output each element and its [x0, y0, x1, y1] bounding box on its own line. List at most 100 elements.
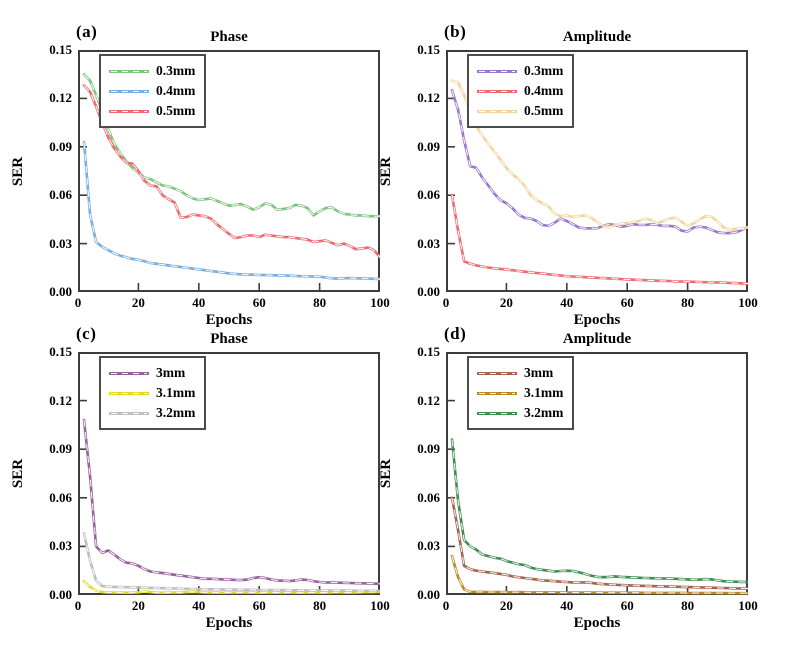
- legend-entry: 0.4mm: [109, 81, 195, 101]
- x-tick-label: 0: [442, 598, 450, 613]
- legend: 0.3mm 0.4mm 0.5mm: [467, 54, 575, 128]
- plot-area: [446, 352, 748, 595]
- y-tick-label: 0.09: [49, 138, 72, 154]
- legend-line-sample: [109, 89, 149, 93]
- x-tick-label: 60: [252, 598, 266, 613]
- y-tick-label: 0.06: [49, 187, 72, 203]
- y-axis-label: SER: [10, 156, 27, 186]
- y-tick-label: 0.12: [417, 90, 440, 106]
- x-tick-label: 100: [738, 295, 758, 310]
- legend-line-sample: [477, 391, 517, 395]
- y-tick-label: 0.09: [49, 441, 72, 457]
- y-tick-label: 0.06: [417, 489, 440, 505]
- legend-entry: 3mm: [109, 363, 195, 383]
- y-tick-label: 0.00: [49, 587, 72, 602]
- legend-label: 3.2mm: [524, 405, 564, 421]
- panel-a: (a) Phase SER 0 20 40 60 80 100 0.00 0.03 0.06 0…: [11, 22, 390, 328]
- legend-line-sample: [109, 109, 149, 113]
- legend-line-sample: [477, 109, 517, 113]
- x-tick-label: 40: [560, 598, 574, 613]
- y-tick-label: 0.15: [417, 344, 440, 359]
- legend-label: 3.1mm: [524, 385, 564, 401]
- x-axis-label: Epochs: [573, 312, 621, 328]
- x-axis-label: Epochs: [205, 615, 253, 631]
- legend-line-sample: [477, 371, 517, 375]
- y-axis-label: SER: [378, 156, 395, 186]
- legend-label: 0.4mm: [524, 83, 564, 99]
- legend-entry: 3.1mm: [109, 383, 195, 403]
- y-tick-label: 0.15: [417, 42, 440, 57]
- x-tick-label: 80: [313, 598, 327, 613]
- panel-tag: (b): [444, 22, 467, 41]
- legend: 3mm 3.1mm 3.2mm: [467, 356, 575, 430]
- legend-entry: 3mm: [477, 363, 563, 383]
- legend-line-sample: [477, 411, 517, 415]
- x-tick-label: 40: [192, 295, 206, 310]
- legend-entry: 0.5mm: [477, 101, 563, 121]
- legend-label: 0.5mm: [524, 103, 564, 119]
- panel-tag: (a): [76, 22, 98, 41]
- y-tick-label: 0.06: [49, 489, 72, 505]
- plot-area: [446, 50, 748, 292]
- x-tick-label: 100: [370, 295, 390, 310]
- y-tick-label: 0.06: [417, 187, 440, 203]
- y-tick-label: 0.15: [49, 42, 72, 57]
- x-tick-label: 40: [192, 598, 206, 613]
- legend-line-sample: [109, 391, 149, 395]
- legend-line-sample: [477, 69, 517, 73]
- panel-c: (c) Phase SER 0 20 40 60 80 100 0.00 0.03 0.06 0…: [11, 324, 390, 631]
- x-tick-label: 80: [313, 295, 327, 310]
- y-tick-label: 0.03: [49, 235, 72, 251]
- panel-title: Amplitude: [562, 29, 632, 45]
- plot-area: [78, 50, 380, 292]
- x-tick-label: 100: [738, 598, 758, 613]
- panel-title: Amplitude: [562, 331, 632, 347]
- legend-entry: 3.2mm: [109, 403, 195, 423]
- y-tick-label: 0.15: [49, 344, 72, 359]
- x-tick-label: 60: [620, 598, 634, 613]
- panel-title: Phase: [210, 331, 248, 347]
- legend-entry: 0.3mm: [109, 61, 195, 81]
- x-tick-label: 20: [131, 598, 145, 613]
- legend-entry: 3.1mm: [477, 383, 563, 403]
- y-tick-label: 0.09: [417, 441, 440, 457]
- panel-tag: (d): [444, 324, 467, 343]
- x-tick-label: 80: [681, 295, 695, 310]
- legend-entry: 0.3mm: [477, 61, 563, 81]
- panel-tag: (c): [76, 324, 97, 343]
- x-axis-label: Epochs: [573, 615, 621, 631]
- legend-label: 0.4mm: [156, 83, 196, 99]
- y-tick-label: 0.12: [417, 392, 440, 408]
- legend-line-sample: [477, 89, 517, 93]
- panel-b: (b) Amplitude SER 0 20 40 60 80 100 0.00 0.03 0…: [379, 22, 758, 328]
- legend-label: 3.2mm: [156, 405, 196, 421]
- y-tick-label: 0.00: [417, 587, 440, 602]
- y-axis-label: SER: [10, 458, 27, 489]
- legend-entry: 0.5mm: [109, 101, 195, 121]
- y-tick-label: 0.00: [49, 284, 72, 299]
- y-tick-label: 0.12: [49, 90, 72, 106]
- legend: 3mm 3.1mm 3.2mm: [99, 356, 207, 430]
- x-axis-label: Epochs: [205, 312, 253, 328]
- x-tick-label: 100: [370, 598, 390, 613]
- legend-entry: 3.2mm: [477, 403, 563, 423]
- y-axis-label: SER: [378, 458, 395, 489]
- x-tick-label: 20: [131, 295, 145, 310]
- x-tick-label: 20: [499, 295, 513, 310]
- panel-d: (d) Amplitude SER 0 20 40 60 80 100 0.00 0.03 0…: [379, 324, 758, 631]
- x-tick-label: 80: [681, 598, 695, 613]
- x-tick-label: 0: [74, 295, 82, 310]
- x-tick-label: 60: [620, 295, 634, 310]
- legend: 0.3mm 0.4mm 0.5mm: [99, 54, 207, 128]
- legend-entry: 0.4mm: [477, 81, 563, 101]
- legend-label: 3.1mm: [156, 385, 196, 401]
- y-tick-label: 0.12: [49, 392, 72, 408]
- x-tick-label: 0: [74, 598, 82, 613]
- x-tick-label: 40: [560, 295, 574, 310]
- legend-line-sample: [109, 69, 149, 73]
- y-tick-label: 0.03: [417, 235, 440, 251]
- x-tick-label: 20: [499, 598, 513, 613]
- panel-title: Phase: [210, 29, 248, 45]
- legend-line-sample: [109, 371, 149, 375]
